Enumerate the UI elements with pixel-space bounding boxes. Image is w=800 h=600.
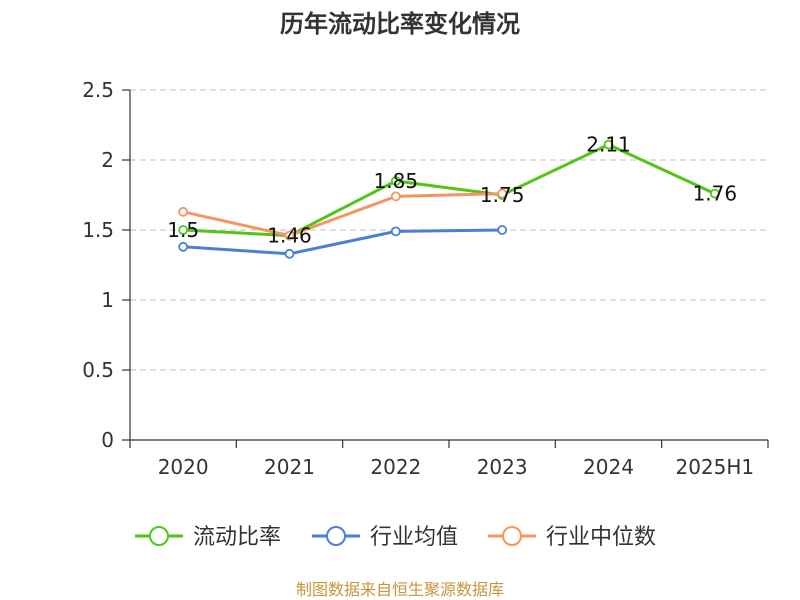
legend-label-1: 行业均值	[370, 525, 458, 550]
x-tick-label: 2021	[264, 455, 315, 479]
y-tick-label: 0.5	[82, 358, 114, 382]
axes: 0 0.5 1 1.5 2 2.5 2020 2021 2022 2023 2024 2025H1	[82, 78, 769, 479]
y-tick-label: 0	[101, 428, 114, 452]
series-point-2	[178, 206, 189, 217]
data-label: 2.11	[586, 133, 631, 157]
series-point-1	[390, 226, 401, 237]
legend-label-0: 流动比率	[193, 525, 281, 550]
x-tick-label: 2020	[158, 455, 209, 479]
chart-title: 历年流动比率变化情况	[280, 10, 520, 38]
series-line-1	[183, 228, 503, 256]
y-tick-label: 2	[101, 148, 114, 172]
series-line-2	[182, 192, 503, 238]
y-tick-label: 1.5	[82, 218, 114, 242]
series-point-0	[603, 139, 614, 150]
x-tick-label: 2022	[370, 455, 421, 479]
series-point-0	[178, 225, 189, 235]
series-group	[178, 139, 720, 259]
series-point-1	[284, 248, 295, 259]
x-tick-label: 2025H1	[675, 455, 754, 479]
data-label: 1.75	[480, 183, 525, 207]
y-tick-label: 2.5	[82, 78, 114, 102]
series-point-2	[284, 230, 295, 241]
series-point-1	[497, 225, 508, 235]
series-line-0	[183, 143, 716, 238]
y-tick-label: 1	[101, 288, 114, 312]
series-point-0	[390, 176, 401, 186]
data-label: 1.76	[693, 182, 738, 206]
legend-marker-1	[326, 526, 346, 546]
x-tick-label: 2023	[477, 455, 528, 479]
x-tick-label: 2024	[583, 455, 634, 479]
data-label: 1.85	[374, 169, 419, 193]
data-label: 1.46	[267, 224, 312, 248]
series-point-2	[390, 191, 401, 202]
source-note: 制图数据来自恒生聚源数据库	[296, 580, 504, 599]
legend-marker-2	[502, 526, 522, 546]
data-label: 1.5	[167, 218, 199, 242]
series-point-2	[497, 188, 508, 199]
grid-lines	[130, 89, 768, 371]
data-labels: 1.5 1.46 1.85 1.75 2.11 1.76	[167, 133, 737, 248]
series-point-0	[709, 188, 720, 199]
legend-label-2: 行业中位数	[546, 525, 656, 550]
legend: 流动比率 行业均值 行业中位数	[135, 525, 656, 550]
legend-marker-0	[149, 526, 169, 546]
series-point-1	[178, 241, 189, 252]
